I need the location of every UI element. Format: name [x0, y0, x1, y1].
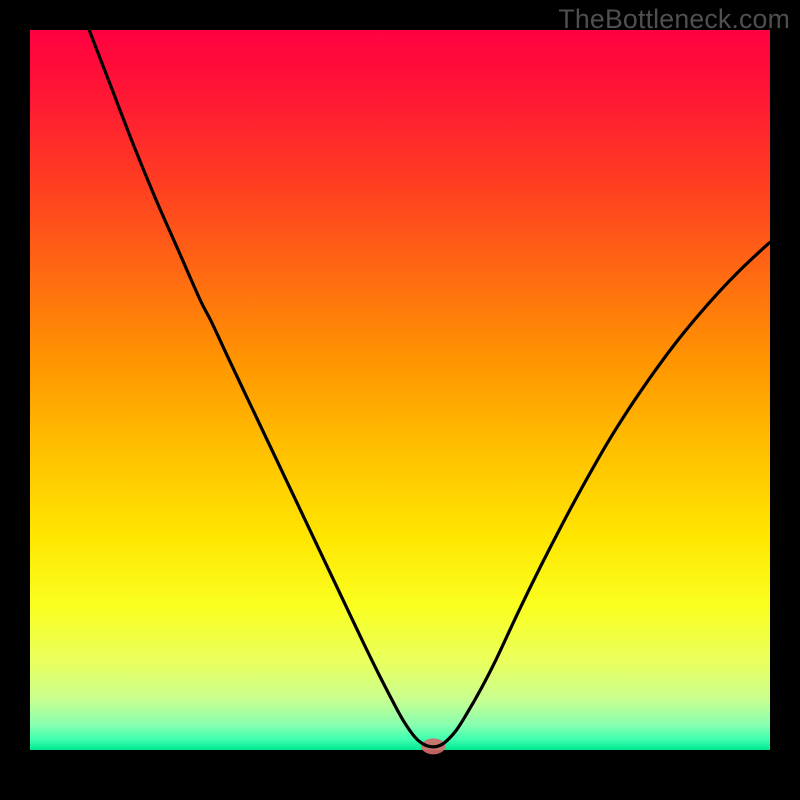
chart-stage: TheBottleneck.com — [0, 0, 800, 800]
bottleneck-chart-svg — [0, 0, 800, 800]
plot-gradient-area — [30, 30, 770, 750]
watermark-text: TheBottleneck.com — [558, 4, 790, 35]
